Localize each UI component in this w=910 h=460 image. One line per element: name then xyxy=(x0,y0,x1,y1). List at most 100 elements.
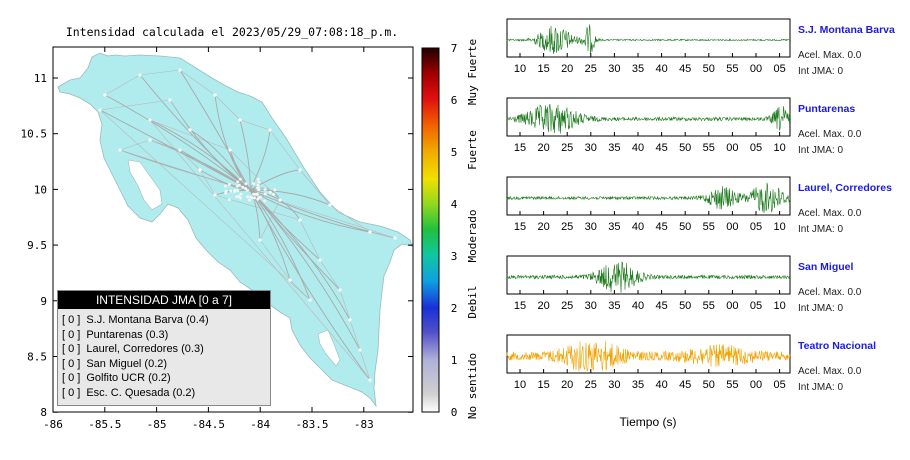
colorbar-tick-label: 7 xyxy=(451,42,458,55)
town-dot xyxy=(253,196,257,200)
legend-entry-badge: [ 0 ] xyxy=(62,357,81,370)
colorbar-label-no-sentido: No sentido xyxy=(466,353,479,419)
colorbar-tick-label: 2 xyxy=(451,302,458,315)
seismogram-tick-label: 05 xyxy=(773,63,785,75)
seismogram-tick-label: 40 xyxy=(632,300,644,312)
seismogram-tick-label: 30 xyxy=(608,63,620,75)
road-line xyxy=(149,119,231,151)
town-dot xyxy=(98,108,102,112)
town-dot xyxy=(348,318,352,322)
seismogram-tick-label: 15 xyxy=(514,300,526,312)
seismogram-tick-label: 35 xyxy=(608,221,620,233)
legend-entry: [ 0 ] Puntarenas (0.3) xyxy=(62,328,270,343)
town-dot xyxy=(257,180,261,184)
town-dot xyxy=(233,190,237,194)
road-line xyxy=(249,189,351,321)
seismogram-tick-label: 00 xyxy=(726,300,738,312)
town-dot xyxy=(256,183,260,187)
map-axis-ticks: -86 -85.5 -85 -84.5 -84 -83.5 -83 11 10.5 10 9.5 9 8… xyxy=(21,47,413,431)
seismogram-tick-label: 10 xyxy=(773,300,785,312)
town-dot xyxy=(263,188,267,192)
town-dot xyxy=(103,93,107,97)
road-line xyxy=(139,69,181,76)
town-dot xyxy=(263,199,267,203)
town-dot xyxy=(243,186,247,190)
town-dot xyxy=(256,197,260,201)
seismogram-tick-label: 15 xyxy=(514,221,526,233)
town-dot xyxy=(368,378,372,382)
road-line xyxy=(349,319,361,351)
town-dot xyxy=(246,195,250,199)
town-dot xyxy=(368,230,372,234)
seismogram-tick-label: 55 xyxy=(726,63,738,75)
seismogram-frame xyxy=(506,97,791,137)
seismogram-tick-label: 50 xyxy=(679,142,691,154)
colorbar-tick-label: 3 xyxy=(451,250,458,263)
intensity-colorbar: 0 1 2 3 4 5 6 7 No sentido Debil Moderado Fuert… xyxy=(421,39,479,419)
town-dot xyxy=(255,192,259,196)
town-dot xyxy=(249,195,253,199)
seismogram-tick-label: 05 xyxy=(750,142,762,154)
legend-entry-label: Esc. C. Quesada (0.2) xyxy=(86,386,196,399)
legend-entry-badge: [ 0 ] xyxy=(62,372,81,384)
town-dot xyxy=(358,348,362,352)
town-dot xyxy=(235,195,239,199)
town-dot xyxy=(238,196,242,200)
town-dot xyxy=(288,278,292,282)
town-dot xyxy=(213,93,217,97)
colorbar-label-fuerte: Fuerte xyxy=(466,130,479,170)
town-dot xyxy=(238,177,242,181)
town-dot xyxy=(239,192,243,196)
seismogram-tick-label: 10 xyxy=(773,142,785,154)
station-name: Laurel, Corredores xyxy=(798,182,892,194)
seismogram-tick-label: 15 xyxy=(537,379,549,391)
seismogram-tick-label: 40 xyxy=(632,221,644,233)
town-dot xyxy=(247,198,251,202)
legend-entry-badge: [ 0 ] xyxy=(62,328,81,341)
road-line xyxy=(369,231,396,239)
road-line xyxy=(119,139,151,151)
seismogram-tick-label: 25 xyxy=(561,142,573,154)
map-x-tick-label: -84.5 xyxy=(192,418,225,431)
station-int-jma: Int JMA: 0 xyxy=(798,382,843,393)
map-y-tick-label: 10.5 xyxy=(21,128,48,141)
map-x-tick-label: -86 xyxy=(43,418,63,431)
seismogram-tick-label: 10 xyxy=(514,63,526,75)
road-line xyxy=(99,99,171,111)
legend-entry-label: Golfito UCR (0.2) xyxy=(86,372,171,384)
seismogram-trace xyxy=(506,24,791,55)
road-line xyxy=(199,169,216,196)
road-line xyxy=(339,289,351,321)
seismogram-tick-label: 50 xyxy=(703,379,715,391)
town-dot xyxy=(235,184,239,188)
seismogram-trace xyxy=(506,261,791,293)
road-line xyxy=(104,94,251,191)
map-y-tick-label: 9.5 xyxy=(27,239,47,252)
road-line xyxy=(104,74,141,96)
town-dot xyxy=(228,148,232,152)
legend-entry-label: Puntarenas (0.3) xyxy=(86,328,169,341)
road-network xyxy=(99,69,396,381)
seismogram-tick-label: 00 xyxy=(750,63,762,75)
town-dot xyxy=(148,118,152,122)
seismogram-tick-label: 45 xyxy=(655,300,667,312)
road-line xyxy=(239,119,251,191)
town-dot xyxy=(328,203,332,207)
seismogram-tick-label: 45 xyxy=(655,142,667,154)
town-dot xyxy=(263,192,267,196)
seismogram-tick-label: 55 xyxy=(703,221,715,233)
seismogram-tick-label: 35 xyxy=(632,63,644,75)
town-dot xyxy=(245,188,249,192)
legend-entry-badge: [ 0 ] xyxy=(62,386,81,399)
town-dot xyxy=(308,298,312,302)
seismogram-tick-label: 20 xyxy=(537,221,549,233)
map-x-tick-label: -83 xyxy=(354,418,374,431)
map-y-tick-label: 10 xyxy=(34,183,47,196)
seismogram-tick-label: 45 xyxy=(679,63,691,75)
road-line xyxy=(249,189,361,351)
legend-entry: [ 0 ] San Miguel (0.2) xyxy=(62,357,270,372)
map-title: Intensidad calculada el 2023/05/29_07:08… xyxy=(66,25,398,39)
colorbar-tick-label: 5 xyxy=(451,146,458,159)
town-dot xyxy=(138,73,142,77)
station-name: San Miguel xyxy=(798,261,854,273)
